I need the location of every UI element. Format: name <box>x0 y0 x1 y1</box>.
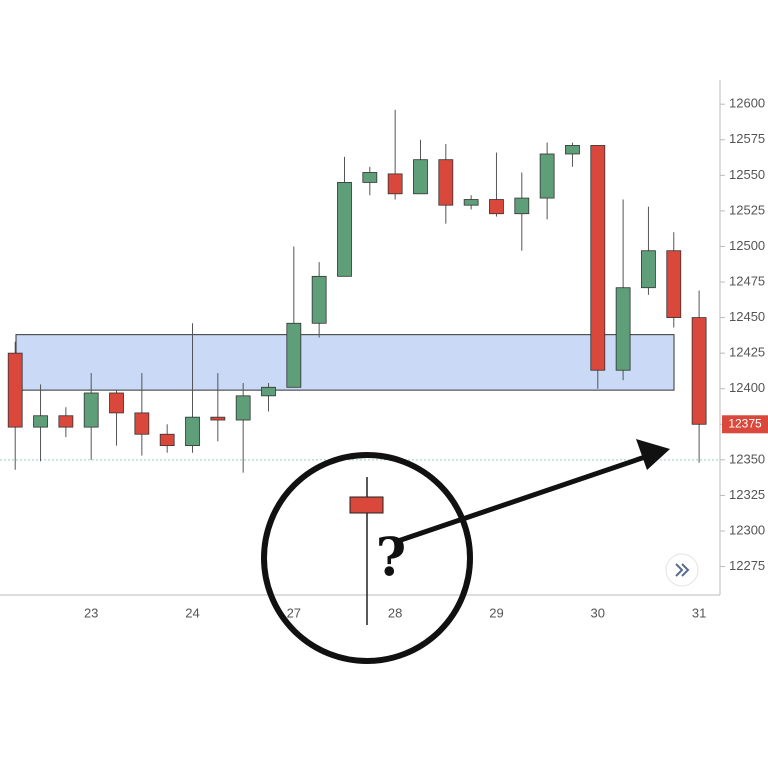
y-tick-label: 12575 <box>729 131 765 146</box>
x-tick-label: 23 <box>84 605 98 620</box>
y-tick-label: 12350 <box>729 451 765 466</box>
scroll-icon[interactable] <box>675 563 690 577</box>
y-tick-label: 12475 <box>729 273 765 288</box>
candle-body <box>311 275 327 324</box>
magnifier-circle <box>261 452 473 664</box>
candle-body <box>210 416 226 421</box>
candle-body <box>235 395 251 421</box>
candle-body <box>514 197 530 215</box>
candle-body <box>286 322 302 388</box>
candle-body <box>463 199 479 206</box>
candle-body <box>337 182 352 277</box>
scroll-button[interactable] <box>665 553 699 587</box>
x-tick-label: 27 <box>287 605 301 620</box>
candle-body <box>159 433 175 447</box>
candle-body <box>438 159 454 206</box>
candle-body <box>134 412 150 435</box>
x-tick-label: 28 <box>388 605 402 620</box>
y-tick-label: 12600 <box>729 96 765 111</box>
x-tick-label: 24 <box>185 605 199 620</box>
y-tick-label: 12275 <box>729 558 765 573</box>
candle-body <box>185 416 200 447</box>
candle-body <box>83 392 99 428</box>
y-tick-label: 12500 <box>729 238 765 253</box>
x-tick-label: 30 <box>591 605 605 620</box>
candle-body <box>539 153 555 199</box>
y-tick-label: 12425 <box>729 345 765 360</box>
candle-body <box>413 159 428 195</box>
y-tick-label: 12550 <box>729 167 765 182</box>
candle-body <box>7 352 23 428</box>
candle-body <box>489 199 504 215</box>
x-tick-label: 29 <box>489 605 503 620</box>
zone <box>15 334 675 391</box>
y-tick-label: 12450 <box>729 309 765 324</box>
candle-body <box>691 317 707 425</box>
x-tick-label: 31 <box>692 605 706 620</box>
y-tick-label: 12300 <box>729 522 765 537</box>
price-label: 12375 <box>728 416 762 430</box>
candle-body <box>362 172 378 183</box>
price-label-bg <box>722 415 768 434</box>
candle-body <box>261 386 276 397</box>
magnified-body <box>349 496 384 514</box>
candle-body <box>109 392 124 414</box>
annotation: ? <box>376 528 406 589</box>
candle-body <box>641 250 656 289</box>
y-tick-label: 12325 <box>729 487 765 502</box>
y-tick-label: 12525 <box>729 202 765 217</box>
candle-body <box>58 415 74 428</box>
candle-body <box>387 173 403 195</box>
candle-body <box>590 145 606 371</box>
y-tick-label: 12400 <box>729 380 765 395</box>
arrow-head <box>636 439 670 470</box>
candle-body <box>33 415 48 428</box>
arrow-shaft <box>397 453 649 544</box>
candle-body <box>615 287 631 371</box>
candle-body <box>565 145 580 155</box>
candle-body <box>666 250 682 318</box>
